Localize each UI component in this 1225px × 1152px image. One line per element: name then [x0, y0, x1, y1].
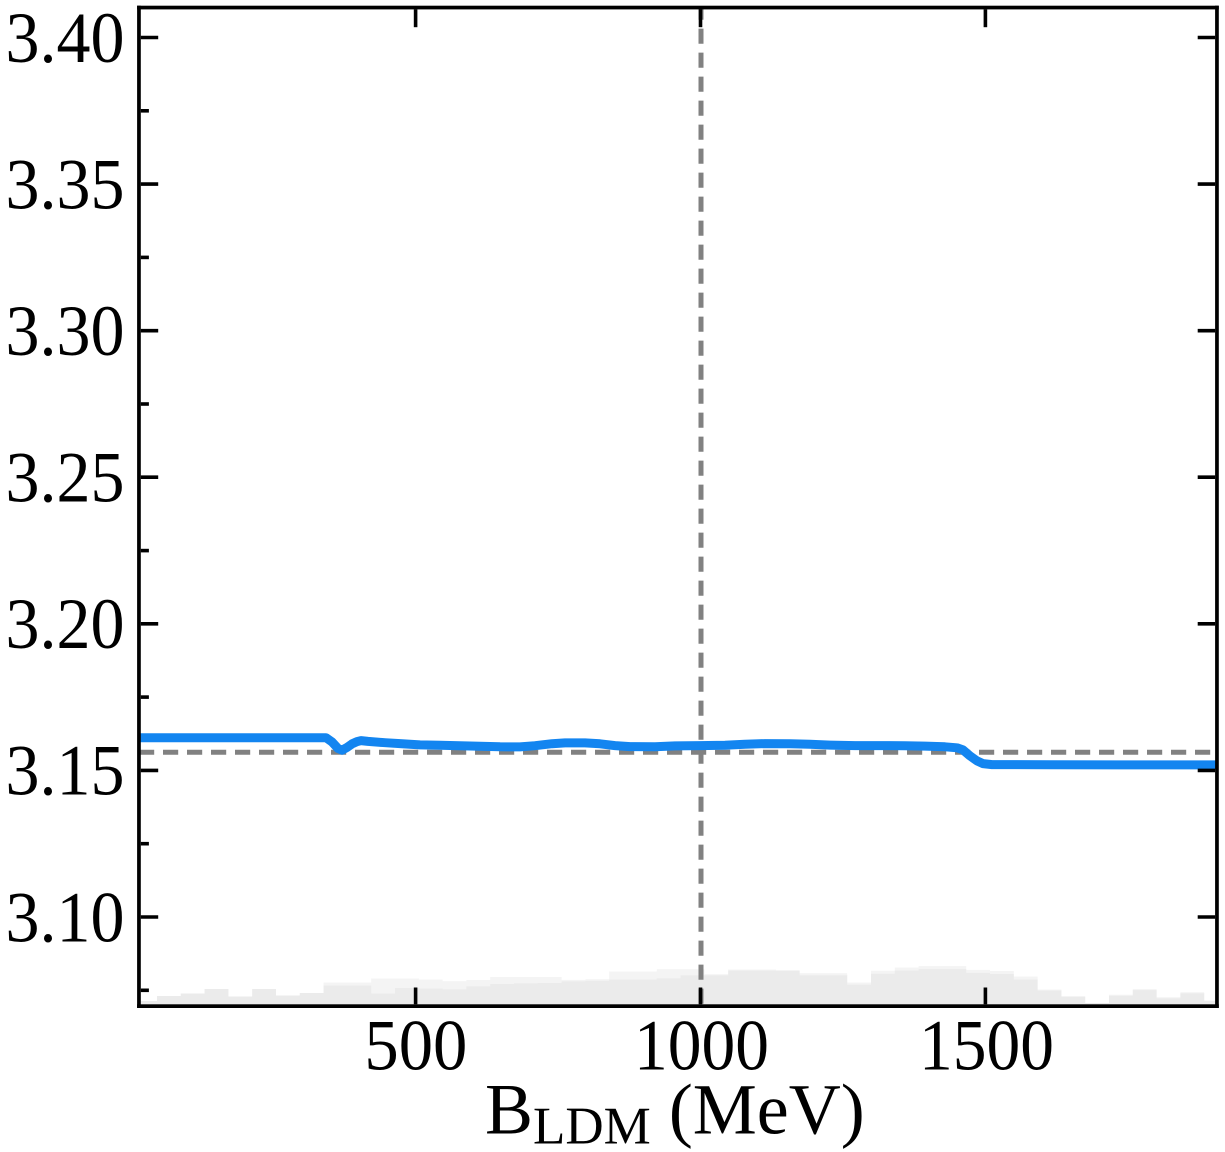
svg-text:3.25: 3.25 — [6, 438, 125, 518]
svg-text:1000: 1000 — [634, 1006, 769, 1086]
svg-text:3.15: 3.15 — [6, 731, 125, 811]
svg-text:500: 500 — [364, 1006, 467, 1086]
svg-text:1500: 1500 — [919, 1006, 1054, 1086]
svg-text:3.10: 3.10 — [6, 877, 125, 957]
svg-text:3.30: 3.30 — [6, 291, 125, 371]
svg-text:3.35: 3.35 — [6, 144, 125, 224]
svg-text:3.20: 3.20 — [6, 584, 125, 664]
svg-text:3.40: 3.40 — [6, 0, 125, 78]
